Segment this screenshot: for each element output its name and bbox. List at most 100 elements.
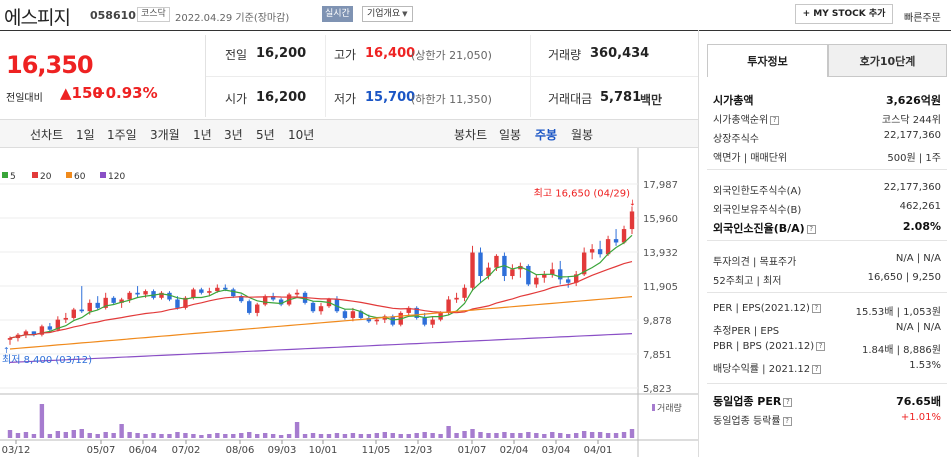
volume-bar	[558, 433, 563, 438]
info-row: 시가총액 3,626억원	[713, 92, 941, 108]
candle-body	[31, 331, 37, 335]
candle-body	[278, 299, 284, 305]
volume-bar	[478, 432, 483, 438]
candle-body	[478, 252, 483, 277]
company-overview-dropdown[interactable]: 기업개요 ▼	[362, 6, 413, 22]
x-tick-label: 09/03	[268, 445, 297, 456]
candle-body	[47, 326, 53, 330]
volume-bar	[406, 434, 411, 438]
x-tick-label: 01/07	[458, 445, 487, 456]
legend-label: 5	[10, 172, 16, 182]
company-overview-label: 기업개요	[367, 9, 401, 19]
legend-label: 120	[108, 172, 125, 182]
candle-body	[597, 249, 603, 255]
info-label: 외국인보유주식수(B)	[713, 205, 802, 216]
volume-bar	[151, 433, 156, 438]
volume-bar	[183, 433, 188, 438]
info-row: 동일업종 PER? 76.65배	[713, 393, 941, 409]
info-row: PBR | BPS (2021.12)? 1.84배 | 8,886원	[713, 341, 941, 356]
volume-bar	[79, 429, 84, 438]
candle-body	[558, 269, 563, 280]
volume-bar	[358, 434, 364, 438]
candle-body	[223, 287, 228, 290]
help-icon[interactable]: ?	[782, 416, 792, 426]
tab-candle-weekly[interactable]: 주봉	[535, 128, 558, 142]
help-icon[interactable]: ?	[812, 364, 822, 374]
volume-value: 360,434	[590, 46, 650, 61]
info-row: 상장주식수 22,177,360	[713, 130, 941, 145]
tab-candle-daily[interactable]: 일봉	[499, 128, 522, 142]
tab-candle-monthly[interactable]: 월봉	[571, 128, 594, 142]
volume-bar	[454, 433, 459, 438]
candle-body	[581, 252, 587, 275]
candle-body	[103, 297, 108, 308]
candle-body	[470, 252, 475, 288]
min-price-label: 최저 8,400 (03/12)	[2, 354, 92, 366]
candle-body	[358, 311, 364, 318]
volume-bar	[446, 426, 451, 438]
help-icon[interactable]: ?	[811, 303, 821, 313]
candle-body	[127, 292, 132, 300]
open-label: 시가	[225, 92, 248, 106]
candle-body	[119, 299, 124, 303]
help-icon[interactable]: ?	[816, 341, 826, 351]
help-icon[interactable]: ?	[770, 115, 780, 125]
candle-body	[542, 274, 547, 278]
volume-bar	[486, 433, 491, 438]
volume-bar	[71, 430, 76, 438]
info-value: 코스닥 244위	[881, 115, 941, 126]
info-value: 3,626억원	[885, 94, 941, 107]
help-icon[interactable]: ?	[783, 397, 793, 407]
volume-bar	[15, 433, 21, 438]
tab-orderbook[interactable]: 호가10단계	[828, 44, 947, 77]
tab-period-3y[interactable]: 3년	[224, 128, 243, 142]
volume-bar	[31, 434, 37, 438]
tab-period-10y[interactable]: 10년	[288, 128, 315, 142]
tab-period-1d[interactable]: 1일	[76, 128, 95, 142]
price-chart[interactable]: 17,987 15,960 13,932 11,905 9,878 7,851 5,823 5…	[0, 148, 698, 457]
candle-body	[95, 302, 100, 308]
candle-body	[247, 301, 252, 313]
legend-swatch	[2, 172, 8, 178]
tab-period-1y[interactable]: 1년	[193, 128, 212, 142]
candle-body	[510, 269, 515, 277]
volume-bar	[111, 433, 116, 438]
volume-bar	[573, 433, 579, 438]
help-icon[interactable]: ?	[806, 224, 816, 234]
candle-body	[310, 302, 316, 312]
volume-bar	[278, 435, 284, 438]
min-arrow-icon: ↑	[3, 346, 10, 355]
info-row: PER | EPS(2021.12)? 15.53배 | 1,053원	[713, 303, 941, 318]
volume-bar	[581, 431, 587, 438]
tab-period-3m[interactable]: 3개월	[150, 128, 180, 142]
candle-body	[167, 292, 172, 300]
legend-label: 60	[74, 172, 86, 182]
realtime-button[interactable]: 실시간	[322, 6, 353, 22]
volume-legend-label: 거래량	[657, 402, 682, 414]
info-value: 1.53%	[909, 360, 941, 371]
tab-period-5y[interactable]: 5년	[256, 128, 275, 142]
candle-body	[270, 296, 276, 300]
volume-bar	[382, 432, 387, 438]
x-tick-label: 04/01	[584, 445, 613, 456]
line-chart-label: 선차트	[30, 128, 64, 142]
info-row: 투자의견 | 목표주가 N/A | N/A	[713, 253, 941, 268]
amount-label: 거래대금	[548, 92, 593, 106]
candle-body	[175, 299, 180, 308]
quick-order-link[interactable]: 빠른주문	[904, 13, 941, 24]
high-label: 고가	[334, 48, 357, 62]
chart-svg: 17,987 15,960 13,932 11,905 9,878 7,851 5,823 5…	[0, 148, 698, 457]
candle-body	[255, 304, 260, 313]
candle-body	[462, 287, 467, 298]
add-mystock-button[interactable]: + MY STOCK 추가	[795, 4, 893, 24]
info-value: 15.53배 | 1,053원	[855, 307, 941, 318]
legend-label: 20	[40, 172, 52, 182]
tab-period-1w[interactable]: 1주일	[107, 128, 137, 142]
tab-invest-info[interactable]: 투자정보	[707, 44, 828, 77]
volume-bar	[175, 432, 180, 438]
candle-body	[566, 279, 571, 283]
candle-body	[430, 319, 435, 325]
volume-bar	[462, 431, 467, 438]
volume-bar	[518, 433, 523, 438]
candle-body	[191, 289, 196, 298]
